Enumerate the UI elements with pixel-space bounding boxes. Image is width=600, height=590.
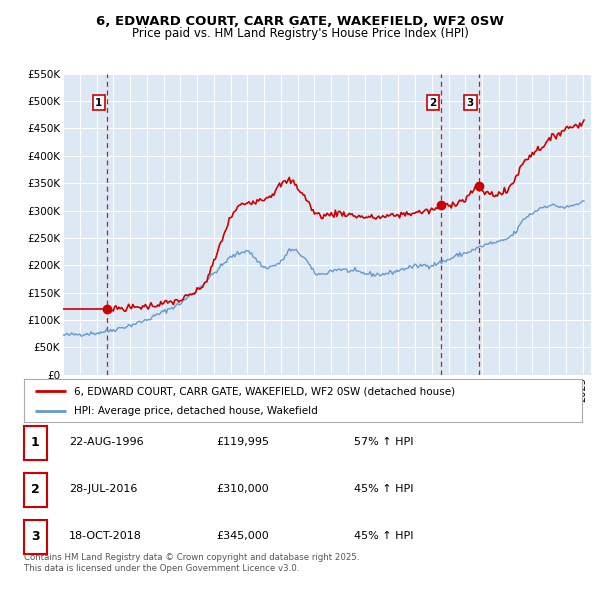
Text: £310,000: £310,000: [216, 484, 269, 494]
Text: 3: 3: [31, 530, 40, 543]
Text: 18-OCT-2018: 18-OCT-2018: [69, 531, 142, 541]
Text: 45% ↑ HPI: 45% ↑ HPI: [354, 531, 413, 541]
Text: 2: 2: [430, 98, 437, 108]
Text: Contains HM Land Registry data © Crown copyright and database right 2025.
This d: Contains HM Land Registry data © Crown c…: [24, 553, 359, 573]
Text: 45% ↑ HPI: 45% ↑ HPI: [354, 484, 413, 494]
Text: Price paid vs. HM Land Registry's House Price Index (HPI): Price paid vs. HM Land Registry's House …: [131, 27, 469, 40]
Text: 1: 1: [95, 98, 103, 108]
Text: 2: 2: [31, 483, 40, 496]
Text: 3: 3: [467, 98, 474, 108]
Text: £345,000: £345,000: [216, 531, 269, 541]
Text: 6, EDWARD COURT, CARR GATE, WAKEFIELD, WF2 0SW (detached house): 6, EDWARD COURT, CARR GATE, WAKEFIELD, W…: [74, 386, 455, 396]
Text: 28-JUL-2016: 28-JUL-2016: [69, 484, 137, 494]
Text: 57% ↑ HPI: 57% ↑ HPI: [354, 437, 413, 447]
Text: 1: 1: [31, 436, 40, 449]
Text: £119,995: £119,995: [216, 437, 269, 447]
Text: HPI: Average price, detached house, Wakefield: HPI: Average price, detached house, Wake…: [74, 407, 318, 416]
Text: 22-AUG-1996: 22-AUG-1996: [69, 437, 143, 447]
Text: 6, EDWARD COURT, CARR GATE, WAKEFIELD, WF2 0SW: 6, EDWARD COURT, CARR GATE, WAKEFIELD, W…: [96, 15, 504, 28]
